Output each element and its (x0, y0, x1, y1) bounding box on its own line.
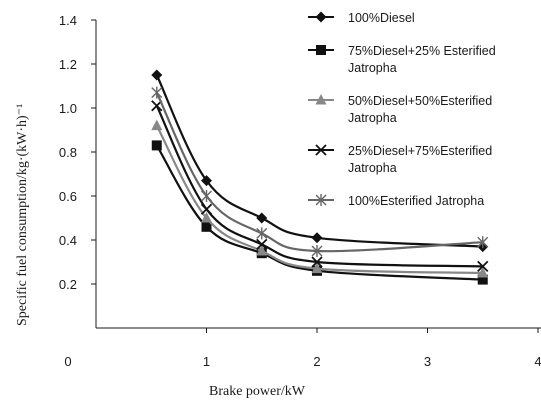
data-point-marker (477, 260, 489, 273)
data-point-marker (477, 267, 489, 278)
legend-label: 25%Diesel+75%Esterified (348, 144, 492, 158)
series-4 (151, 100, 489, 273)
data-point-marker (201, 175, 212, 187)
legend-item-1: 100%Diesel (308, 11, 415, 25)
data-point-marker (311, 256, 323, 268)
data-point-marker (477, 236, 489, 249)
data-point-marker (311, 232, 323, 244)
data-point-marker (151, 86, 163, 99)
data-point-marker (256, 227, 268, 240)
y-tick-label: 0.6 (59, 189, 77, 204)
series-5 (151, 86, 489, 257)
y-ticks: 0.2 0.4 0.6 0.8 1.0 1.2 1.4 (59, 13, 96, 292)
y-tick-label: 1.2 (59, 57, 77, 72)
series-3 (151, 119, 489, 278)
series-1 (151, 69, 489, 253)
legend-label: 100%Diesel (348, 11, 415, 25)
x-tick-label: 2 (313, 354, 320, 369)
legend-marker (315, 144, 327, 156)
y-tick-label: 0.4 (59, 233, 77, 248)
x-tick-label: 3 (424, 354, 431, 369)
legend-marker (316, 45, 326, 55)
legend-item-2: 75%Diesel+25% Esterified Jatropha (308, 44, 496, 75)
x-tick-label: 4 (534, 354, 541, 369)
y-tick-label: 0.2 (59, 277, 77, 292)
y-axis-title: Specific fuel consumption/kg·(kW·h)⁻¹ (15, 104, 30, 326)
data-point-marker (151, 140, 162, 151)
data-point-marker (200, 203, 213, 215)
data-point-marker (201, 221, 212, 232)
legend-item-5: 100%Esterified Jatropha (308, 194, 484, 208)
legend-label: 100%Esterified Jatropha (348, 194, 484, 208)
legend-item-4: 25%Diesel+75%Esterified Jatropha (308, 144, 492, 175)
data-point-marker (151, 119, 163, 131)
data-point-marker (256, 238, 268, 251)
x-tick-label: 0 (64, 354, 71, 369)
data-point-marker (201, 190, 212, 202)
legend-marker (315, 194, 327, 206)
data-point-marker (151, 69, 163, 81)
data-point-marker (477, 274, 488, 285)
legend-label: 50%Diesel+50%Esterified (348, 94, 492, 108)
legend: 100%Diesel 75%Diesel+25% Esterified Jatrop… (308, 11, 496, 208)
x-axis-title: Brake power/kW (209, 384, 306, 399)
data-point-marker (256, 212, 268, 224)
legend-item-3: 50%Diesel+50%Esterified Jatropha (308, 94, 492, 125)
data-point-marker (201, 212, 212, 223)
series-layer (151, 69, 489, 285)
legend-label-continued: Jatropha (348, 111, 397, 125)
y-tick-label: 1.0 (59, 101, 77, 116)
y-tick-label: 0.8 (59, 145, 77, 160)
legend-label-continued: Jatropha (348, 161, 397, 175)
data-point-marker (256, 245, 268, 256)
legend-label-continued: Jatropha (348, 61, 397, 75)
axes (95, 20, 541, 329)
y-tick-label: 1.4 (59, 13, 77, 28)
legend-marker (315, 11, 327, 23)
legend-marker (315, 94, 327, 105)
x-tick-label: 1 (203, 354, 210, 369)
x-ticks: 0 1 2 3 4 (64, 328, 541, 369)
data-point-marker (311, 262, 323, 274)
data-point-marker (311, 245, 323, 257)
series-line (155, 105, 483, 268)
legend-label: 75%Diesel+25% Esterified (348, 44, 496, 58)
